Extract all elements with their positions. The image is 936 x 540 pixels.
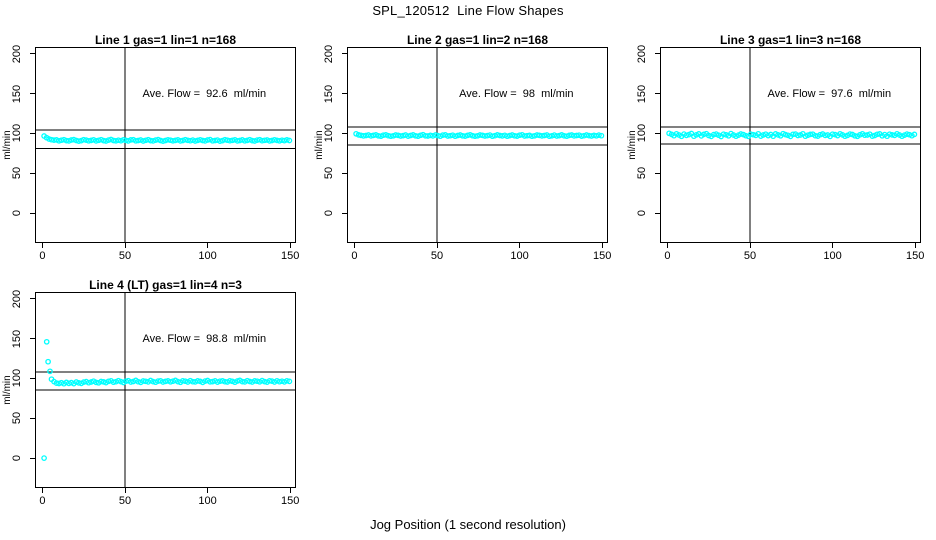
scatter-canvas bbox=[347, 47, 608, 243]
ave-flow-annotation: Ave. Flow = 97.6 ml/min bbox=[767, 88, 892, 101]
y-tick-mark bbox=[655, 212, 660, 214]
y-tick-mark bbox=[655, 53, 660, 55]
x-tick-mark bbox=[666, 243, 668, 248]
x-axis-tick-label: 100 bbox=[823, 250, 842, 262]
x-tick-mark bbox=[436, 243, 438, 248]
y-axis-tick-label: 50 bbox=[323, 167, 335, 180]
flow-panel-line-1: Line 1 gas=1 lin=1 n=168 ml/min Ave. Flo… bbox=[0, 25, 310, 283]
x-tick-mark bbox=[207, 243, 209, 248]
panel-title: Line 3 gas=1 lin=3 n=168 bbox=[719, 33, 862, 47]
x-axis-tick-label: 0 bbox=[664, 250, 671, 262]
y-axis-tick-label: 150 bbox=[323, 84, 335, 103]
y-axis-tick-label: 200 bbox=[323, 44, 335, 63]
y-axis-tick-label: 0 bbox=[11, 455, 23, 462]
y-tick-mark bbox=[342, 172, 347, 174]
y-axis-tick-label: 0 bbox=[636, 210, 648, 217]
panel-title: Line 2 gas=1 lin=2 n=168 bbox=[406, 33, 549, 47]
panel-title: Line 1 gas=1 lin=1 n=168 bbox=[94, 33, 237, 47]
y-axis-tick-label: 100 bbox=[636, 124, 648, 143]
y-tick-mark bbox=[30, 298, 35, 300]
x-axis-tick-label: 150 bbox=[906, 250, 925, 262]
x-tick-mark bbox=[353, 243, 355, 248]
x-tick-mark bbox=[601, 243, 603, 248]
y-tick-mark bbox=[655, 132, 660, 134]
y-tick-mark bbox=[342, 93, 347, 95]
y-axis-tick-label: 150 bbox=[636, 84, 648, 103]
x-tick-mark bbox=[289, 243, 291, 248]
plot-area: Ave. Flow = 98 ml/min bbox=[347, 47, 608, 243]
y-tick-mark bbox=[30, 132, 35, 134]
x-axis-label: Jog Position (1 second resolution) bbox=[370, 517, 566, 532]
y-tick-mark bbox=[30, 377, 35, 379]
x-tick-mark bbox=[519, 243, 521, 248]
y-tick-mark bbox=[655, 172, 660, 174]
panel-title: Line 4 (LT) gas=1 lin=4 n=3 bbox=[89, 278, 242, 292]
y-tick-mark bbox=[30, 212, 35, 214]
x-tick-mark bbox=[124, 243, 126, 248]
ave-flow-annotation: Ave. Flow = 98.8 ml/min bbox=[142, 333, 267, 346]
y-axis-tick-label: 100 bbox=[323, 124, 335, 143]
x-axis-tick-label: 50 bbox=[118, 495, 132, 507]
x-axis-tick-label: 50 bbox=[743, 250, 757, 262]
x-axis-tick-label: 0 bbox=[39, 495, 46, 507]
y-axis-tick-label: 150 bbox=[11, 329, 23, 348]
y-tick-mark bbox=[30, 338, 35, 340]
x-tick-mark bbox=[914, 243, 916, 248]
scatter-canvas bbox=[35, 292, 296, 488]
plot-area: Ave. Flow = 98.8 ml/min bbox=[35, 292, 296, 488]
x-axis-tick-label: 100 bbox=[198, 495, 217, 507]
figure-title: SPL_120512 Line Flow Shapes bbox=[372, 3, 564, 18]
y-tick-mark bbox=[342, 53, 347, 55]
y-tick-mark bbox=[30, 93, 35, 95]
plot-area: Ave. Flow = 97.6 ml/min bbox=[660, 47, 921, 243]
y-axis-tick-label: 100 bbox=[11, 124, 23, 143]
x-tick-mark bbox=[832, 243, 834, 248]
x-axis-tick-label: 150 bbox=[281, 495, 300, 507]
x-axis-tick-label: 0 bbox=[351, 250, 358, 262]
flow-panel-line-3: Line 3 gas=1 lin=3 n=168 ml/min Ave. Flo… bbox=[625, 25, 935, 283]
y-axis-tick-label: 200 bbox=[11, 44, 23, 63]
y-axis-tick-label: 50 bbox=[11, 167, 23, 180]
y-tick-mark bbox=[30, 53, 35, 55]
x-axis-tick-label: 50 bbox=[118, 250, 132, 262]
flow-panel-line-2: Line 2 gas=1 lin=2 n=168 ml/min Ave. Flo… bbox=[312, 25, 622, 283]
y-tick-mark bbox=[342, 132, 347, 134]
x-axis-tick-label: 100 bbox=[198, 250, 217, 262]
x-tick-mark bbox=[207, 488, 209, 493]
y-tick-mark bbox=[30, 417, 35, 419]
flow-panel-line-4: Line 4 (LT) gas=1 lin=4 n=3 ml/min Ave. … bbox=[0, 270, 310, 528]
x-axis-tick-label: 0 bbox=[39, 250, 46, 262]
x-axis-tick-label: 150 bbox=[281, 250, 300, 262]
x-axis-tick-label: 50 bbox=[430, 250, 444, 262]
y-axis-tick-label: 150 bbox=[11, 84, 23, 103]
x-tick-mark bbox=[41, 243, 43, 248]
ave-flow-annotation: Ave. Flow = 98 ml/min bbox=[459, 88, 574, 101]
x-tick-mark bbox=[749, 243, 751, 248]
y-axis-tick-label: 200 bbox=[11, 289, 23, 308]
y-tick-mark bbox=[655, 93, 660, 95]
y-axis-tick-label: 0 bbox=[323, 210, 335, 217]
y-axis-tick-label: 200 bbox=[636, 44, 648, 63]
y-tick-mark bbox=[30, 457, 35, 459]
scatter-canvas bbox=[35, 47, 296, 243]
x-axis-tick-label: 100 bbox=[510, 250, 529, 262]
ave-flow-annotation: Ave. Flow = 92.6 ml/min bbox=[142, 88, 267, 101]
y-tick-mark bbox=[30, 172, 35, 174]
x-axis-tick-label: 150 bbox=[593, 250, 612, 262]
y-axis-tick-label: 50 bbox=[636, 167, 648, 180]
x-tick-mark bbox=[41, 488, 43, 493]
y-tick-mark bbox=[342, 212, 347, 214]
y-axis-tick-label: 50 bbox=[11, 412, 23, 425]
y-axis-tick-label: 100 bbox=[11, 369, 23, 388]
x-tick-mark bbox=[124, 488, 126, 493]
x-tick-mark bbox=[289, 488, 291, 493]
y-axis-tick-label: 0 bbox=[11, 210, 23, 217]
plot-area: Ave. Flow = 92.6 ml/min bbox=[35, 47, 296, 243]
scatter-canvas bbox=[660, 47, 921, 243]
